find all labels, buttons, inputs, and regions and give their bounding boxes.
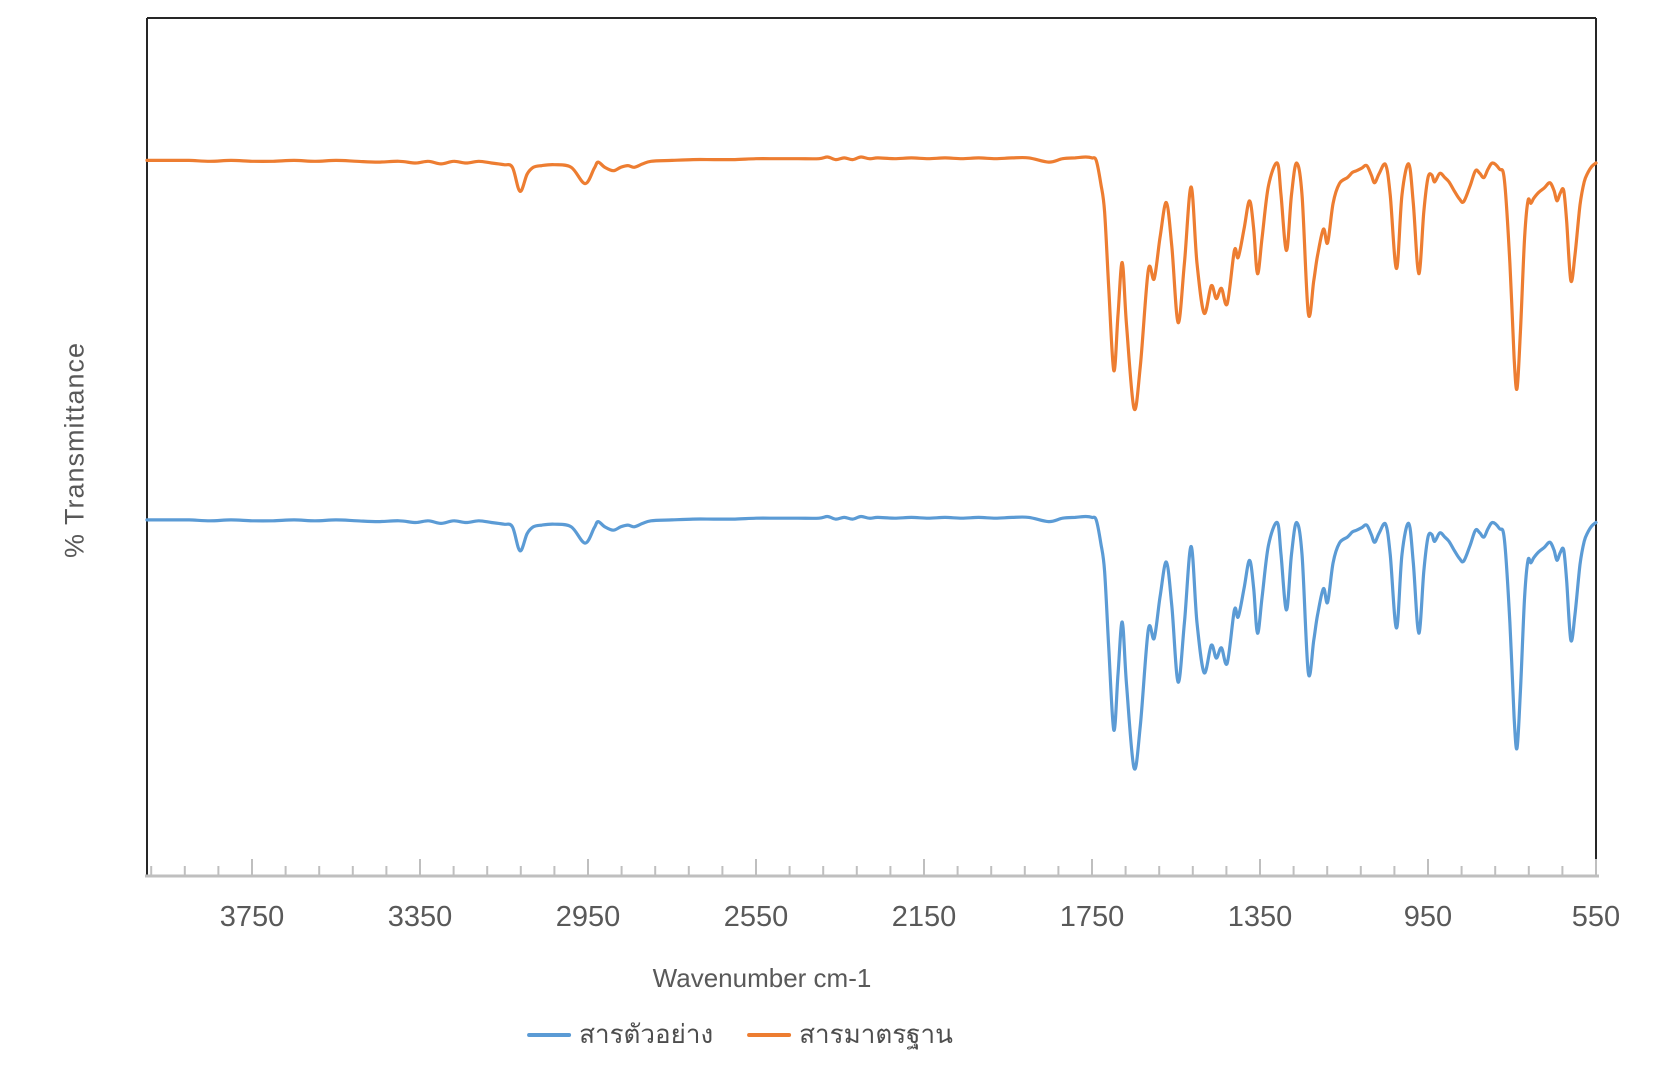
x-axis-tick-labels: 3750 3350 2950 2550 2150 1750 1350 950 550 bbox=[0, 901, 1654, 941]
spectrum-trace-standard bbox=[145, 155, 1598, 412]
x-tick-label: 2150 bbox=[891, 901, 957, 933]
x-tick-label: 550 bbox=[1571, 901, 1621, 933]
x-axis-title: Wavenumber cm-1 bbox=[652, 963, 872, 993]
x-tick-label: 2550 bbox=[723, 901, 789, 933]
x-tick-label: 950 bbox=[1403, 901, 1453, 933]
standard-line-swatch bbox=[747, 1032, 792, 1037]
x-tick-label: 3350 bbox=[387, 901, 453, 933]
x-tick-label: 2950 bbox=[555, 901, 621, 933]
x-tick-label: 3750 bbox=[219, 901, 285, 933]
x-axis bbox=[145, 859, 1599, 878]
spectrum-trace-sample bbox=[145, 514, 1598, 771]
x-tick-label: 1750 bbox=[1059, 901, 1125, 933]
plot-border bbox=[146, 17, 1597, 876]
legend: สารตัวอย่าง สารมาตรฐาน bbox=[527, 1014, 953, 1055]
legend-item-sample: สารตัวอย่าง bbox=[527, 1014, 713, 1055]
legend-label-sample: สารตัวอย่าง bbox=[579, 1019, 714, 1049]
y-axis-title: % Transmittance bbox=[59, 341, 90, 559]
x-tick-label: 1350 bbox=[1227, 901, 1293, 933]
legend-item-standard: สารมาตรฐาน bbox=[747, 1014, 953, 1055]
spectrum-traces bbox=[145, 155, 1598, 771]
legend-label-standard: สารมาตรฐาน bbox=[799, 1019, 953, 1049]
sample-line-swatch bbox=[527, 1032, 572, 1037]
